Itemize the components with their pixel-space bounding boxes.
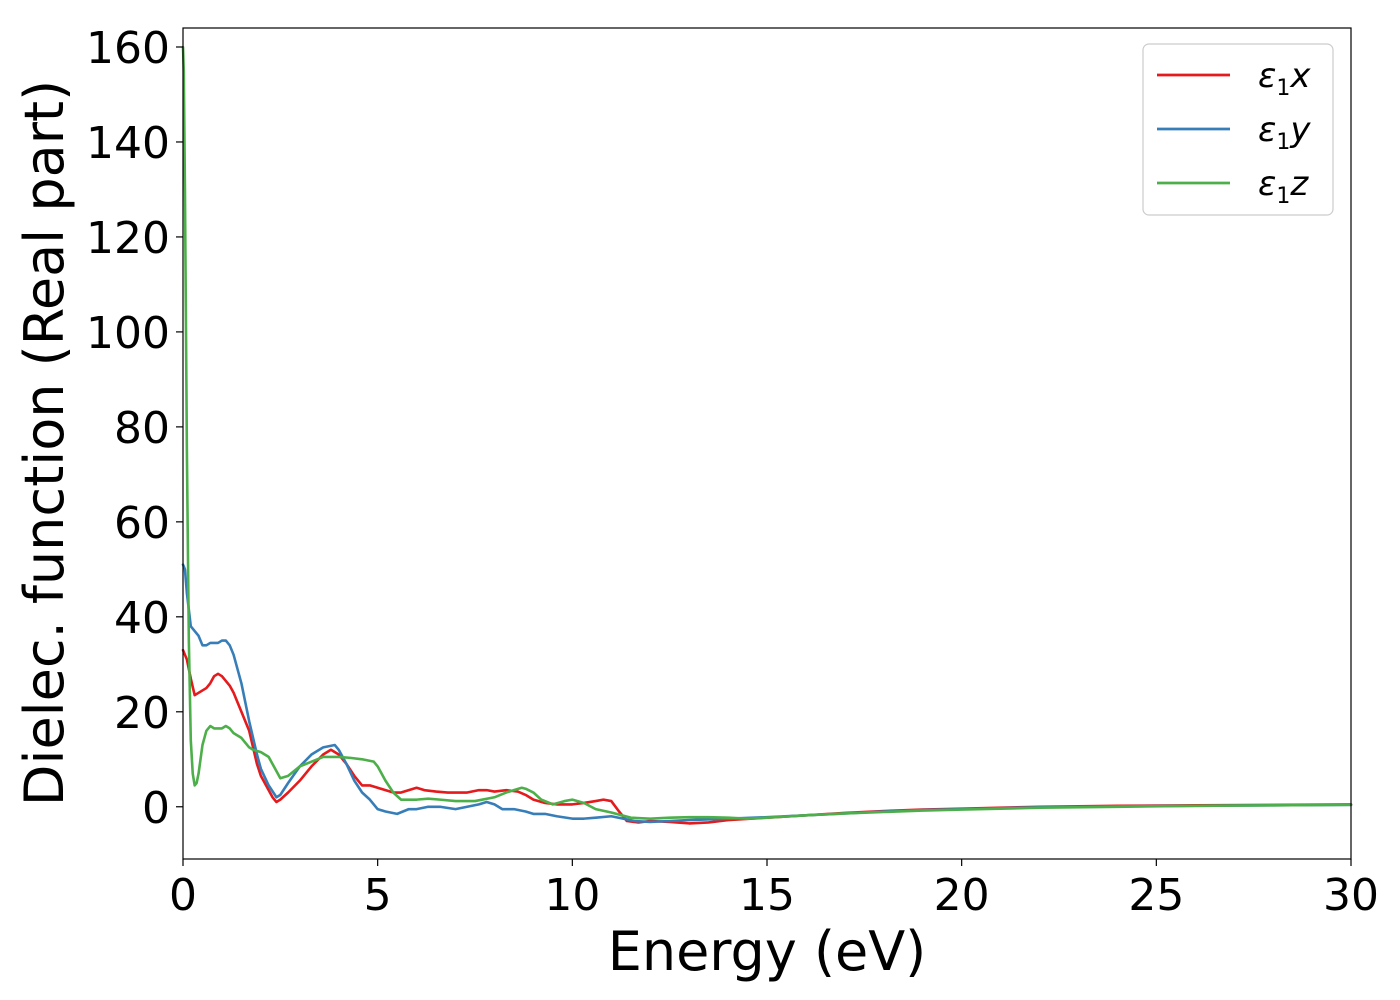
x-tick-label: 25 — [1128, 870, 1184, 921]
y-tick-label: 0 — [142, 783, 170, 834]
x-tick-label: 0 — [169, 870, 197, 921]
legend-label-3: ε1z — [1258, 164, 1309, 209]
x-axis: 0 5 10 15 20 25 30 — [169, 859, 1379, 921]
legend-symbol: ε — [1258, 56, 1276, 96]
y-tick-label: 60 — [114, 498, 170, 549]
legend-box — [1142, 43, 1334, 216]
y-tick-label: 140 — [86, 118, 170, 169]
series-line-2 — [181, 563, 1353, 824]
series-line-3 — [181, 45, 1353, 820]
legend-symbol: ε — [1258, 110, 1276, 150]
legend-label-1: ε1x — [1258, 56, 1311, 101]
y-tick-label: 160 — [86, 23, 170, 74]
y-tick-label: 100 — [86, 308, 170, 359]
series-layer — [181, 45, 1353, 825]
x-tick-label: 10 — [544, 870, 600, 921]
x-axis-label: Energy (eV) — [608, 920, 927, 983]
y-axis: 0 20 40 60 80 100 120 140 160 — [86, 23, 183, 834]
x-tick-label: 5 — [364, 870, 392, 921]
legend-subscript: 1 — [1276, 130, 1290, 155]
series-line-1 — [181, 648, 1353, 825]
legend-variable: x — [1289, 56, 1311, 96]
legend-symbol: ε — [1258, 164, 1276, 204]
x-tick-label: 30 — [1323, 870, 1379, 921]
y-tick-label: 20 — [114, 688, 170, 739]
y-tick-label: 40 — [114, 593, 170, 644]
y-tick-label: 80 — [114, 403, 170, 454]
y-axis-label: Dielec. function (Real part) — [13, 80, 76, 806]
legend-variable: y — [1289, 110, 1311, 150]
x-tick-label: 15 — [739, 870, 795, 921]
y-tick-label: 120 — [86, 213, 170, 264]
legend-label-2: ε1y — [1258, 110, 1311, 155]
legend-variable: z — [1289, 164, 1309, 204]
legend-subscript: 1 — [1276, 184, 1290, 209]
legend-subscript: 1 — [1276, 76, 1290, 101]
x-tick-label: 20 — [934, 870, 990, 921]
